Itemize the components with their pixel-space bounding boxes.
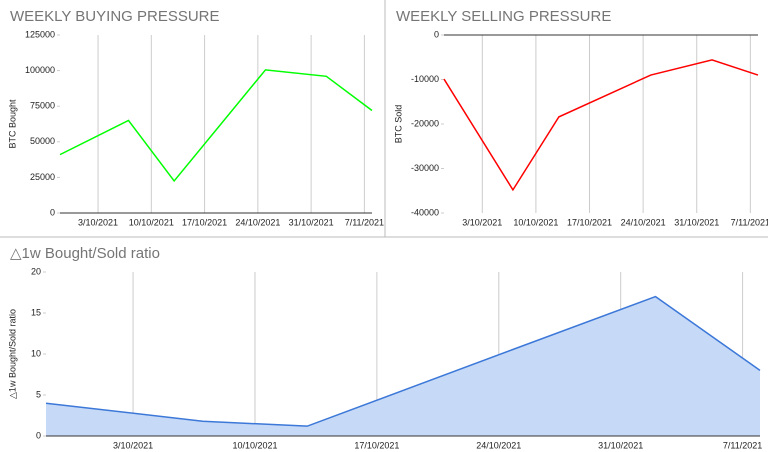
x-tick-label: 3/10/2021 (462, 217, 502, 227)
x-tick-label: 3/10/2021 (113, 440, 153, 450)
y-tick-label: 20 (31, 266, 41, 276)
y-tick-label: 0 (50, 207, 55, 217)
chart-title: WEEKLY BUYING PRESSURE (10, 8, 220, 25)
y-tick-label: 10 (31, 348, 41, 358)
chart-title: △1w Bought/Sold ratio (10, 245, 160, 262)
y-axis-label: BTC Sold (393, 105, 403, 144)
y-tick-label: -10000 (411, 74, 439, 84)
y-tick-label: 75000 (30, 101, 55, 111)
y-tick-label: 0 (36, 430, 41, 440)
y-tick-label: 50000 (30, 136, 55, 146)
y-tick-label: 125000 (25, 29, 55, 39)
y-axis-label: △1w Bought/Sold ratio (7, 309, 17, 399)
x-tick-label: 17/10/2021 (182, 217, 227, 227)
y-tick-label: 0 (434, 29, 439, 39)
x-tick-label: 7/11/2021 (345, 217, 384, 227)
data-line (443, 59, 759, 192)
y-tick-label: -30000 (411, 163, 439, 173)
y-tick-label: -40000 (411, 207, 439, 217)
x-tick-label: 24/10/2021 (235, 217, 280, 227)
y-axis-label: BTC Bought (7, 99, 17, 149)
chart-title: WEEKLY SELLING PRESSURE (396, 8, 611, 25)
x-tick-label: 10/10/2021 (232, 440, 277, 450)
x-tick-label: 24/10/2021 (621, 217, 666, 227)
x-tick-label: 17/10/2021 (354, 440, 399, 450)
y-tick-label: 5 (36, 389, 41, 399)
x-tick-label: 31/10/2021 (289, 217, 334, 227)
x-tick-label: 10/10/2021 (513, 217, 558, 227)
x-tick-label: 7/11/2021 (723, 440, 762, 450)
x-tick-label: 17/10/2021 (567, 217, 612, 227)
y-tick-label: 15 (31, 307, 41, 317)
x-tick-label: 3/10/2021 (78, 217, 118, 227)
x-tick-label: 10/10/2021 (129, 217, 174, 227)
data-line (45, 295, 761, 427)
y-tick-label: -20000 (411, 118, 439, 128)
data-line (59, 69, 373, 183)
x-tick-label: 31/10/2021 (598, 440, 643, 450)
x-tick-label: 24/10/2021 (476, 440, 521, 450)
x-tick-label: 7/11/2021 (731, 217, 768, 227)
y-tick-label: 25000 (30, 172, 55, 182)
area (46, 296, 760, 436)
x-tick-label: 31/10/2021 (674, 217, 719, 227)
y-tick-label: 100000 (25, 65, 55, 75)
